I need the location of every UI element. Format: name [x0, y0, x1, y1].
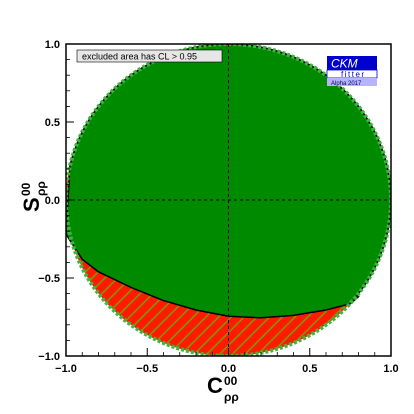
legend-text: excluded area has CL > 0.95	[82, 52, 197, 62]
y-axis-ticks: −1.0 −0.5 0.0 0.5 1.0	[38, 39, 74, 363]
x-tick-label: −1.0	[55, 363, 77, 375]
x-tick-label: −0.5	[136, 363, 158, 375]
y-axis-title-superscript: 00	[19, 182, 33, 196]
logo-subtitle: fitter	[341, 70, 366, 79]
x-tick-label: 0.0	[221, 363, 236, 375]
y-tick-label: −0.5	[38, 273, 60, 285]
y-tick-label: 1.0	[45, 39, 60, 51]
logo-title: CKM	[331, 57, 358, 71]
logo-caption: Alpha 2017	[331, 81, 362, 87]
y-axis-title: S 00 ρρ	[19, 181, 48, 212]
legend-box: excluded area has CL > 0.95	[76, 49, 223, 63]
y-axis-title-main: S	[19, 197, 44, 212]
x-axis-ticks: −1.0 −0.5 0.0 0.5 1.0	[55, 348, 399, 375]
x-axis-title-main: C	[207, 373, 223, 398]
y-tick-label: 0.5	[45, 117, 60, 129]
x-tick-label: 1.0	[383, 363, 398, 375]
y-axis-title-subscript: ρρ	[34, 181, 48, 196]
x-axis-title-subscript: ρρ	[224, 390, 239, 404]
y-tick-label: 0.0	[45, 195, 60, 207]
x-tick-label: 0.5	[302, 363, 317, 375]
ckmfitter-logo: CKM fitter Alpha 2017	[326, 56, 378, 87]
x-axis-title-superscript: 00	[224, 374, 238, 388]
x-axis-title: C 00 ρρ	[207, 373, 239, 404]
y-tick-label: −1.0	[38, 351, 60, 363]
